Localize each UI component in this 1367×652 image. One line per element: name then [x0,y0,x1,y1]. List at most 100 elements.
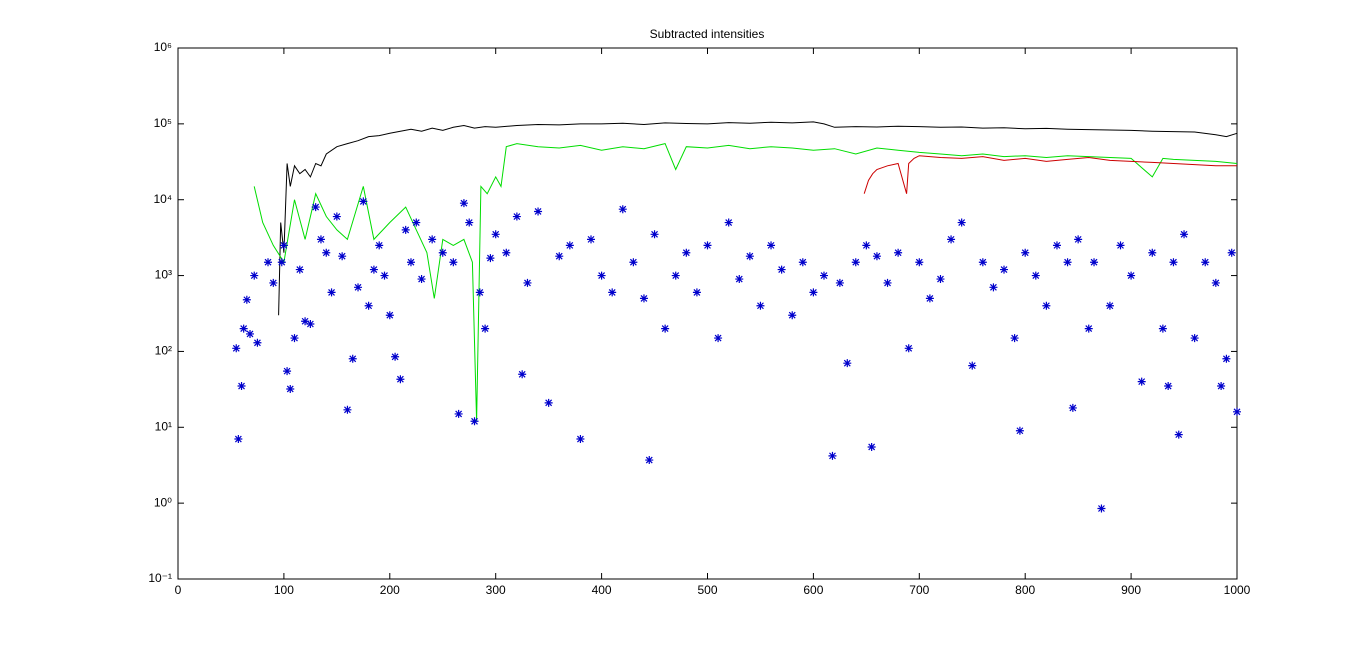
star-marker [968,361,977,370]
plot-frame [177,47,1238,580]
star-marker [1169,258,1178,267]
star-marker [338,252,347,261]
star-marker [1000,265,1009,274]
star-marker [745,252,754,261]
star-marker [1042,301,1051,310]
star-marker [301,317,310,326]
star-marker [947,235,956,244]
star-marker [306,319,315,328]
star-marker [470,417,479,426]
star-marker [253,338,262,347]
star-marker [1164,382,1173,391]
star-marker [348,354,357,363]
star-marker [1211,278,1220,287]
x-tick-label: 1000 [1224,583,1251,597]
star-marker [703,241,712,250]
y-tick-label: 10⁴ [153,192,172,206]
star-marker [835,278,844,287]
star-marker [777,265,786,274]
star-marker [862,241,871,250]
star-marker [1052,241,1061,250]
star-marker [1137,377,1146,386]
star-marker [1090,258,1099,267]
star-marker [1116,241,1125,250]
x-tick-label: 800 [1015,583,1035,597]
star-marker [629,258,638,267]
star-marker [237,382,246,391]
star-marker [925,294,934,303]
series-line [253,143,1238,422]
star-marker [242,295,251,304]
series-line [863,155,1237,194]
star-marker [234,435,243,444]
star-marker [286,384,295,393]
star-marker [1148,248,1157,257]
star-marker [396,375,405,384]
star-marker [385,311,394,320]
star-marker [311,203,320,212]
star-marker [359,197,368,206]
series-line [278,121,1238,316]
star-marker [756,301,765,310]
star-marker [565,241,574,250]
star-marker [406,258,415,267]
x-tick-label: 100 [274,583,294,597]
star-marker [788,311,797,320]
star-marker [978,258,987,267]
star-marker [283,367,292,376]
star-marker [364,301,373,310]
star-marker [486,254,495,263]
star-marker [872,252,881,261]
star-marker [883,278,892,287]
star-marker [523,278,532,287]
star-marker [555,252,564,261]
star-marker [369,265,378,274]
star-marker [239,324,248,333]
star-marker [650,230,659,239]
star-marker [1222,354,1231,363]
star-marker [401,225,410,234]
star-marker [412,218,421,227]
star-marker [692,288,701,297]
star-marker [277,258,286,267]
star-marker [264,258,273,267]
star-marker [1074,235,1083,244]
star-marker [576,435,585,444]
star-marker [354,283,363,292]
y-tick-label: 10¹ [155,419,172,433]
star-marker [518,370,527,379]
star-marker [608,288,617,297]
star-marker [502,248,511,257]
star-marker [290,334,299,343]
star-marker [332,212,341,221]
star-marker [1097,504,1106,513]
star-marker [380,271,389,280]
star-marker [661,324,670,333]
star-marker [544,398,553,407]
x-tick-label: 300 [486,583,506,597]
x-tick-label: 900 [1121,583,1141,597]
star-marker [1021,248,1030,257]
star-marker [1233,407,1241,416]
star-marker [1015,426,1024,435]
star-marker [1227,248,1236,257]
star-marker [465,218,474,227]
x-tick-label: 500 [697,583,717,597]
star-marker [1127,271,1136,280]
star-marker [269,278,278,287]
star-marker [459,199,468,208]
star-marker [449,258,458,267]
x-tick-label: 0 [175,583,182,597]
star-marker [295,265,304,274]
y-tick-label: 10⁰ [154,495,172,509]
star-marker [512,212,521,221]
star-marker [828,451,837,460]
star-marker [904,344,913,353]
star-marker [438,248,447,257]
star-marker [587,235,596,244]
x-tick-label: 700 [909,583,929,597]
star-marker [1180,230,1189,239]
star-marker [327,288,336,297]
star-marker [867,442,876,451]
